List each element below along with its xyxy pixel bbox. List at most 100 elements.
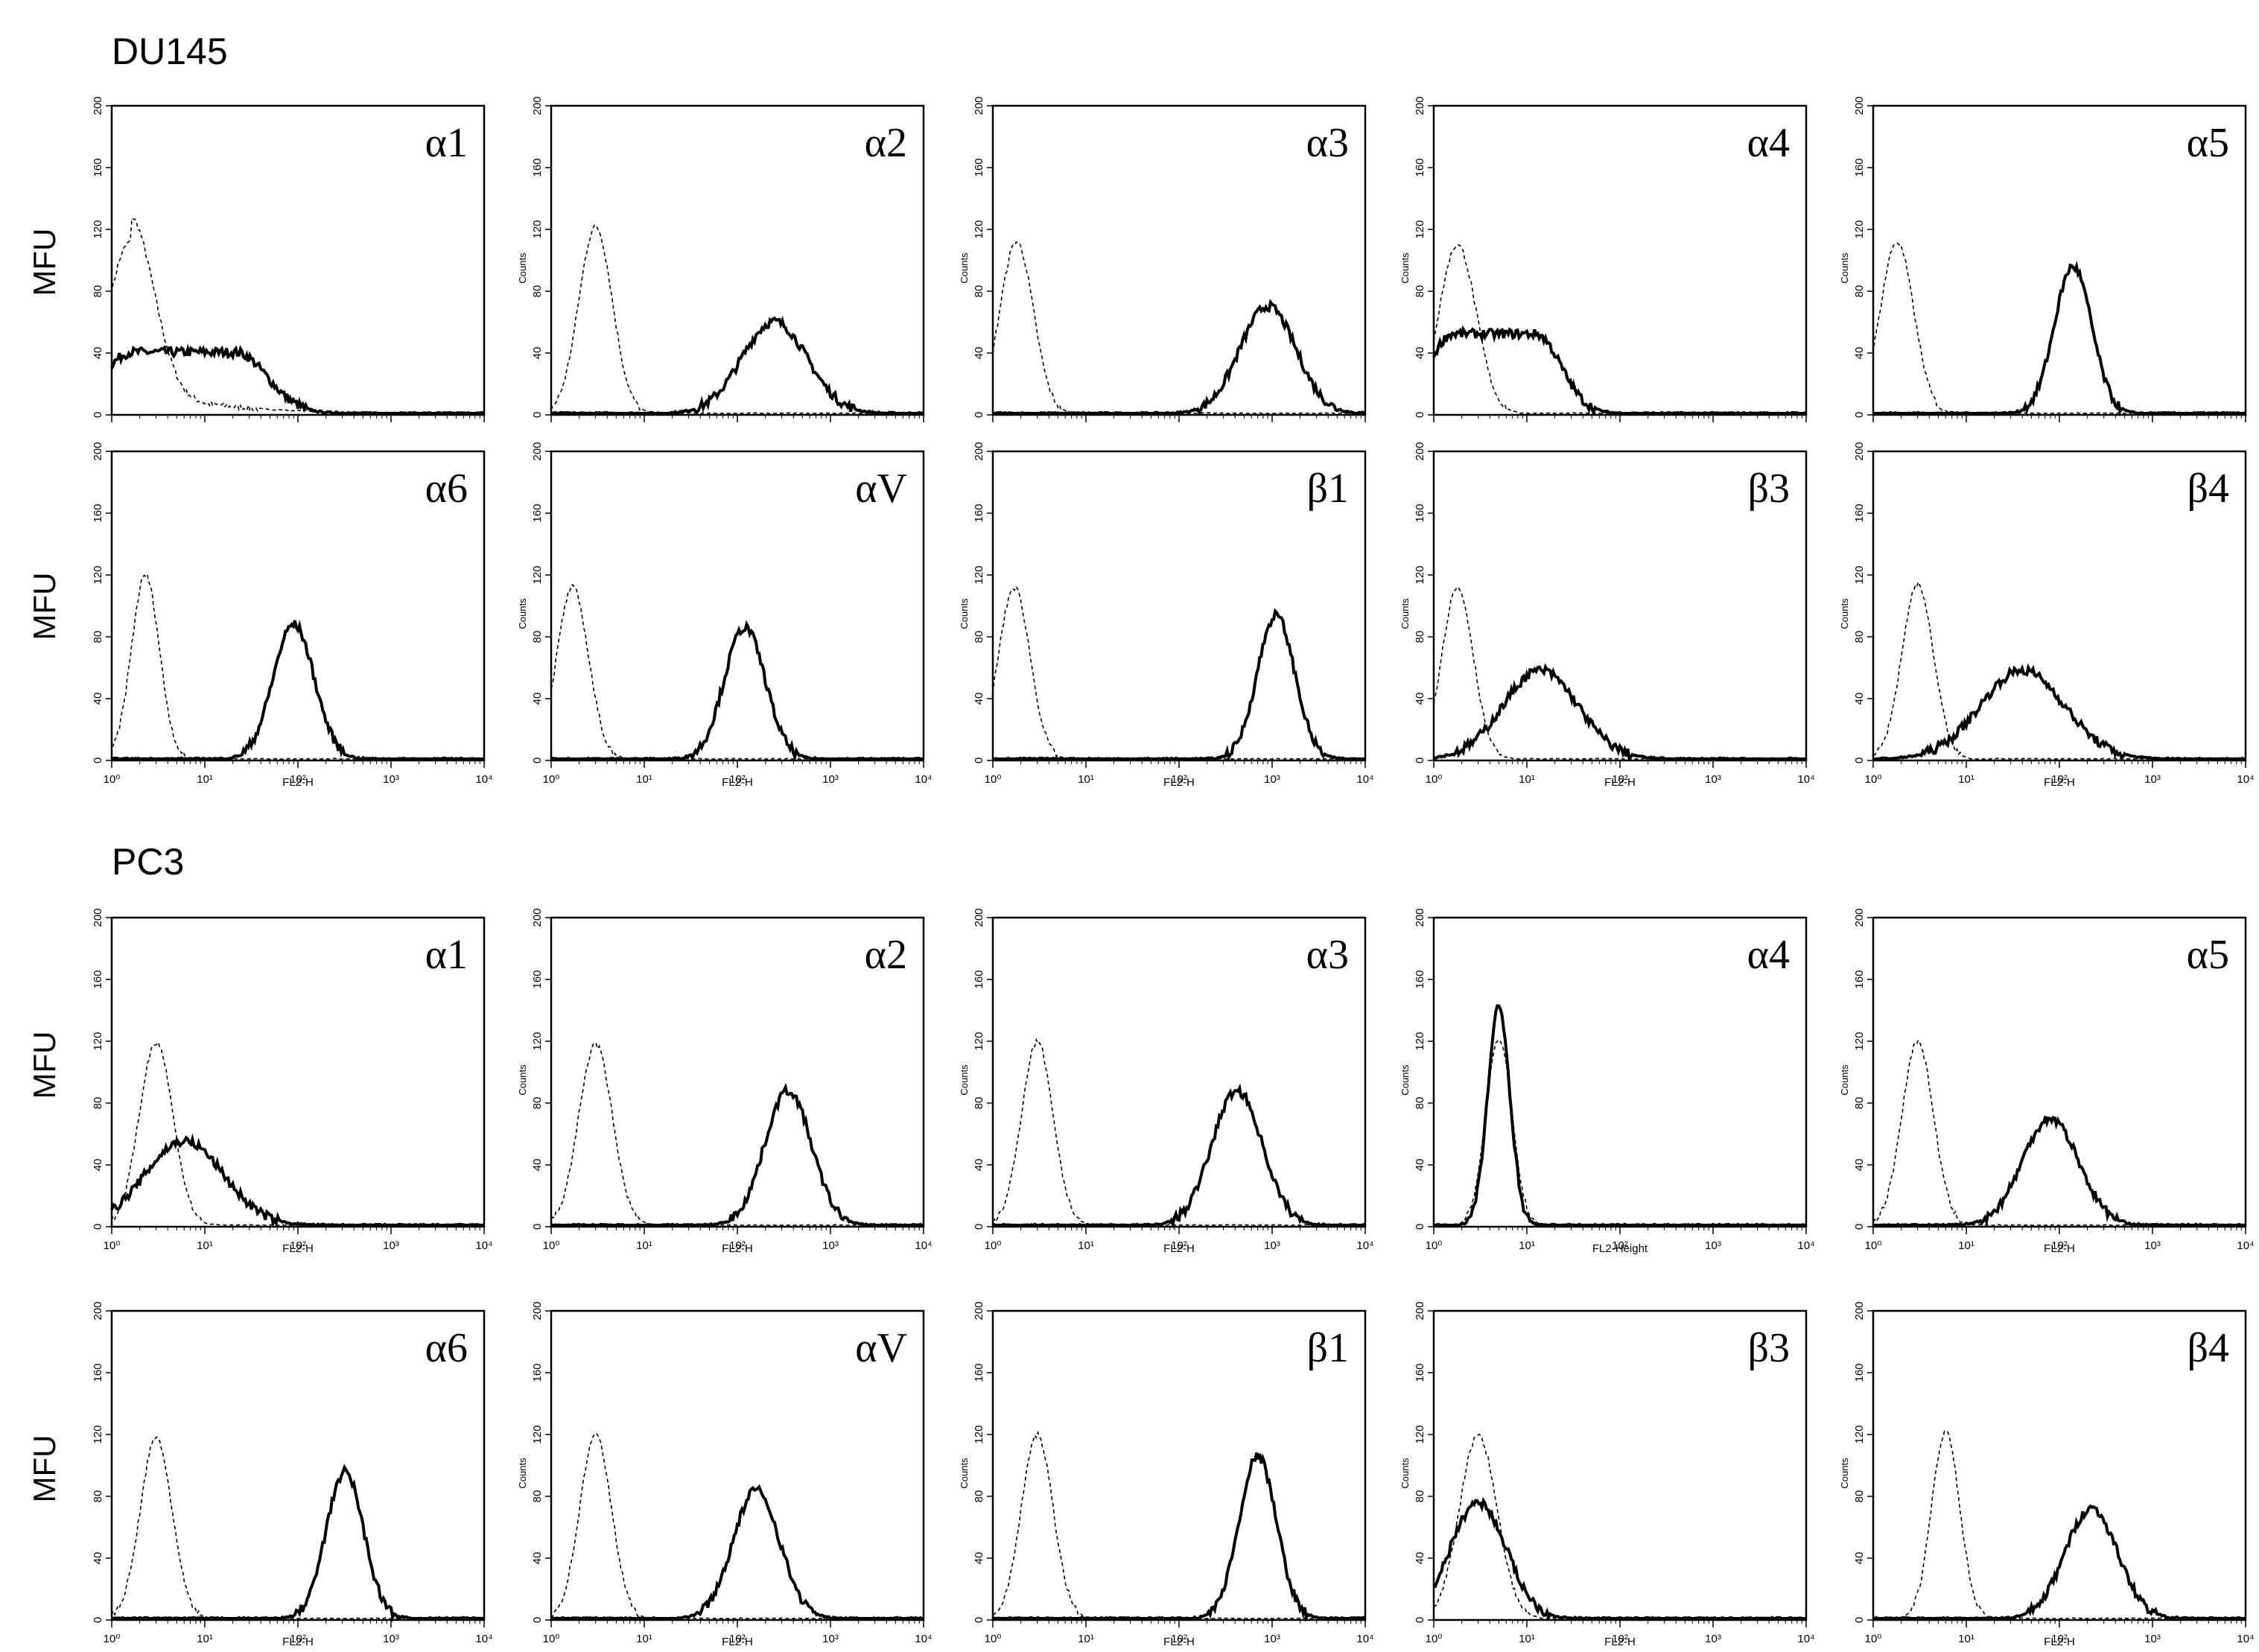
y-tick-label: 0 [531,757,544,763]
antibody-curve [1433,1004,1807,1227]
x-tick-label: 10⁰ [543,1633,560,1645]
panel-pc3-7: 0 40 80 120 160 200 Counts 10⁰ 10¹ 10² 10³ 10⁴ FL2-H… [959,1301,1374,1648]
x-tick-label: 10³ [1705,773,1721,786]
x-tick-label: 10¹ [636,773,652,786]
y-tick-label: 40 [531,693,544,705]
y-tick-label: 80 [1414,631,1426,644]
x-axis-label: FL2-H [1604,1636,1636,1648]
y-tick-label: 200 [973,96,985,115]
y-tick-label: 80 [1853,631,1866,644]
antibody-curve [111,1464,484,1623]
x-tick-label: 10³ [822,1239,839,1252]
panel-pc3-8: 0 40 80 120 160 200 Counts 10⁰ 10¹ 10² 10³ 10⁴ FL2-H… [1399,1301,1815,1648]
y-tick-label: 200 [531,442,544,460]
antibody-curve [1432,325,1807,417]
y-tick-label: 160 [92,158,104,177]
y-tick-label: 0 [973,1617,985,1623]
x-tick-label: 10³ [383,1239,399,1252]
x-tick-label: 10⁰ [1426,1633,1443,1645]
y-tick-label: 0 [1414,1617,1426,1623]
x-tick-label: 10⁰ [104,1239,121,1252]
x-axis-label: FL2-H [282,1636,314,1648]
isotype-control-curve [1872,242,2246,414]
y-tick-label: 0 [973,757,985,763]
x-tick-label: 10⁰ [1865,1633,1882,1645]
y-tick-label: 0 [92,757,104,763]
y-axis-label: Counts [1399,252,1411,284]
x-tick-label: 10² [290,773,306,786]
panel-label: αV [855,1325,907,1371]
y-tick-label: 0 [1414,412,1426,418]
y-tick-label: 160 [531,970,544,988]
y-tick-label: 0 [1853,1617,1866,1623]
panel-label: β4 [2187,1325,2230,1371]
y-tick-label: 200 [531,908,544,927]
panel-pc3-1: 0 40 80 120 160 200 Counts 10⁰ 10¹ 10² 10³ 10⁴ FL2-H… [517,908,932,1255]
y-tick-label: 200 [1414,96,1426,115]
y-tick-label: 40 [1414,1552,1426,1565]
y-tick-label: 120 [1414,565,1426,584]
panel-label: α4 [1747,932,1790,978]
y-axis-label: Counts [1399,1064,1411,1096]
y-tick-label: 40 [1853,347,1866,360]
isotype-control-curve [111,1041,484,1226]
isotype-control-curve [1872,580,2246,760]
panel-label: β4 [2187,466,2230,512]
y-tick-label: 120 [973,1032,985,1050]
y-tick-label: 120 [531,1032,544,1050]
y-tick-label: 40 [973,1552,985,1565]
y-tick-label: 120 [1853,565,1866,584]
y-tick-label: 0 [1853,412,1866,418]
antibody-curve [1873,663,2246,761]
x-axis-label: FL2-H [2044,776,2075,789]
x-axis-label: FL2-H [282,776,314,789]
y-tick-label: 160 [1853,1363,1866,1382]
x-tick-label: 10⁰ [1426,1239,1443,1252]
x-tick-label: 10² [1612,773,1628,786]
x-axis-label: FL2-H [1604,776,1636,789]
y-tick-label: 120 [531,565,544,584]
y-tick-label: 120 [92,1032,104,1050]
y-tick-label: 200 [92,908,104,927]
y-axis-label: Counts [959,1458,970,1489]
panel-label: α5 [2187,932,2229,978]
panel-du145-2: 0 40 80 120 160 200 Counts α3 [959,96,1367,422]
y-tick-label: 160 [973,970,985,988]
x-axis-label: FL2-H [1163,776,1195,789]
y-tick-label: 80 [531,285,544,298]
x-tick-label: 10³ [2144,1633,2161,1645]
y-tick-label: 200 [1414,442,1426,460]
y-tick-label: 80 [973,1490,985,1503]
isotype-control-curve [111,573,485,760]
panel-du145-6: 0 40 80 120 160 200 Counts 10⁰ 10¹ 10² 10³ 10⁴ FL2-H… [517,442,932,789]
panel-pc3-9: 0 40 80 120 160 200 Counts 10⁰ 10¹ 10² 10³ 10⁴ FL2-H… [1839,1301,2255,1648]
y-tick-label: 0 [92,1617,104,1623]
panel-du145-4: 0 40 80 120 160 200 Counts α5 [1839,96,2247,422]
y-tick-label: 80 [973,285,985,298]
x-axis-label: FL2-H [2044,1636,2075,1648]
isotype-control-curve [992,241,1366,414]
antibody-curve [1433,1496,1806,1622]
panel-du145-1: 0 40 80 120 160 200 Counts α2 [517,96,925,422]
y-tick-label: 200 [973,442,985,460]
isotype-control-curve [992,1430,1366,1619]
y-tick-label: 120 [92,565,104,584]
panel-pc3-3: 0 40 80 120 160 200 Counts 10⁰ 10¹ 10² 10³ 10⁴ FL2-H… [1399,908,1815,1255]
x-tick-label: 10⁴ [2237,1633,2254,1645]
group-title-pc3: PC3 [112,841,185,883]
y-axis-label: Counts [959,598,970,629]
isotype-control-curve [1434,1038,1807,1226]
x-tick-label: 10¹ [1078,773,1094,786]
y-tick-label: 80 [1414,285,1426,298]
isotype-control-curve [1872,1038,2246,1226]
isotype-control-curve [992,1038,1366,1226]
y-tick-label: 120 [1414,1425,1426,1443]
y-tick-label: 0 [1414,1224,1426,1230]
y-tick-label: 80 [92,1097,104,1110]
antibody-curve [1873,261,2246,416]
y-tick-label: 40 [973,1159,985,1172]
panel-label: β3 [1748,466,1791,512]
y-tick-label: 200 [92,442,104,460]
y-tick-label: 40 [92,1159,104,1172]
antibody-curve [550,620,924,763]
